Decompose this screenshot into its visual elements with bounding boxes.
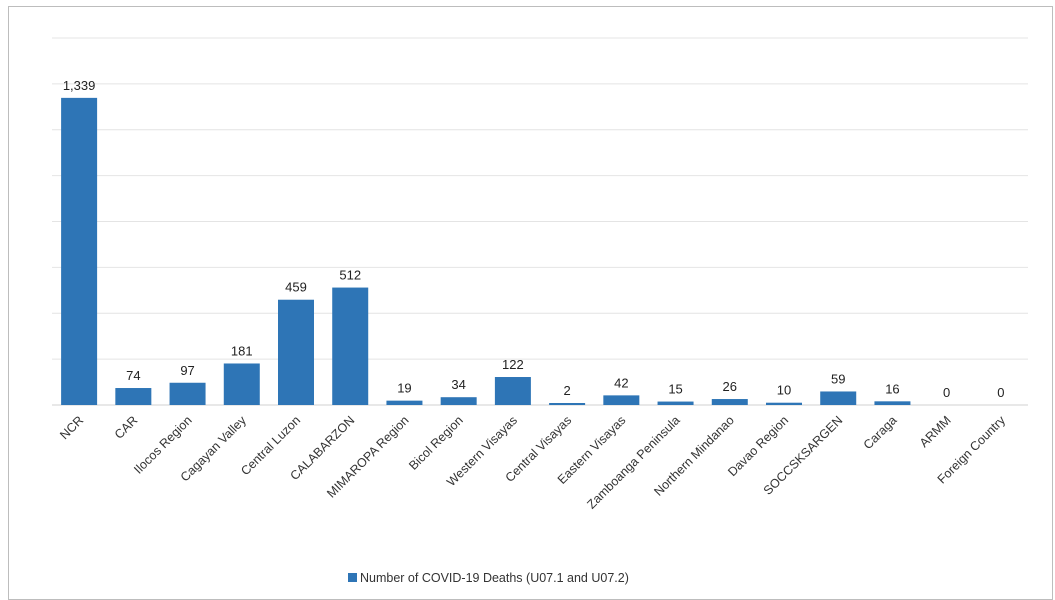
category-label: Zamboanga Peninsula <box>584 413 682 511</box>
bar-eastern-visayas <box>603 395 640 405</box>
bar-western-visayas <box>494 377 531 405</box>
bar-cagayan-valley <box>223 363 260 405</box>
bar-car <box>115 388 152 405</box>
category-label: ARMM <box>917 413 954 450</box>
legend: Number of COVID-19 Deaths (U07.1 and U07… <box>348 571 629 585</box>
bar-zamboanga-peninsula <box>657 401 694 405</box>
data-label: 1,339 <box>63 78 96 93</box>
bar-calabarzon <box>332 287 369 405</box>
data-label: 10 <box>777 383 791 398</box>
data-label: 42 <box>614 375 628 390</box>
legend-label: Number of COVID-19 Deaths (U07.1 and U07… <box>360 571 629 585</box>
bar-ncr <box>61 97 98 405</box>
bar-ilocos-region <box>169 382 206 405</box>
category-label: Bicol Region <box>406 413 466 473</box>
data-label-group: 1,339 74 97 181 459 512 19 34 122 2 42 15 26 10 59 16 0 0 <box>63 78 1005 400</box>
data-label: 0 <box>997 385 1004 400</box>
data-label: 2 <box>563 383 570 398</box>
category-label: NCR <box>57 413 86 442</box>
data-label: 59 <box>831 371 845 386</box>
data-label: 0 <box>943 385 950 400</box>
data-label: 15 <box>668 382 682 397</box>
data-label: 26 <box>723 379 737 394</box>
data-label: 19 <box>397 381 411 396</box>
legend-swatch <box>348 573 357 582</box>
chart-frame <box>8 6 1053 600</box>
bar-caraga <box>874 401 911 405</box>
bar-central-visayas <box>549 403 586 405</box>
bar-bicol-region <box>440 397 477 405</box>
category-label: CAR <box>112 413 141 442</box>
data-label: 181 <box>231 343 253 358</box>
bar-central-luzon <box>278 299 314 405</box>
data-label: 459 <box>285 280 307 295</box>
data-label: 122 <box>502 357 524 372</box>
bar-soccsksargen <box>820 391 857 405</box>
data-label: 97 <box>180 363 194 378</box>
bar-northern-mindanao <box>711 399 748 405</box>
data-label: 74 <box>126 368 140 383</box>
data-label: 512 <box>339 268 361 283</box>
category-label: Caraga <box>861 413 900 452</box>
data-label: 16 <box>885 381 899 396</box>
gridlines <box>52 37 1028 406</box>
data-label: 34 <box>451 377 465 392</box>
bar-davao-region <box>766 402 802 405</box>
bar-mimaropa-region <box>386 400 423 405</box>
bar-group <box>61 97 911 405</box>
